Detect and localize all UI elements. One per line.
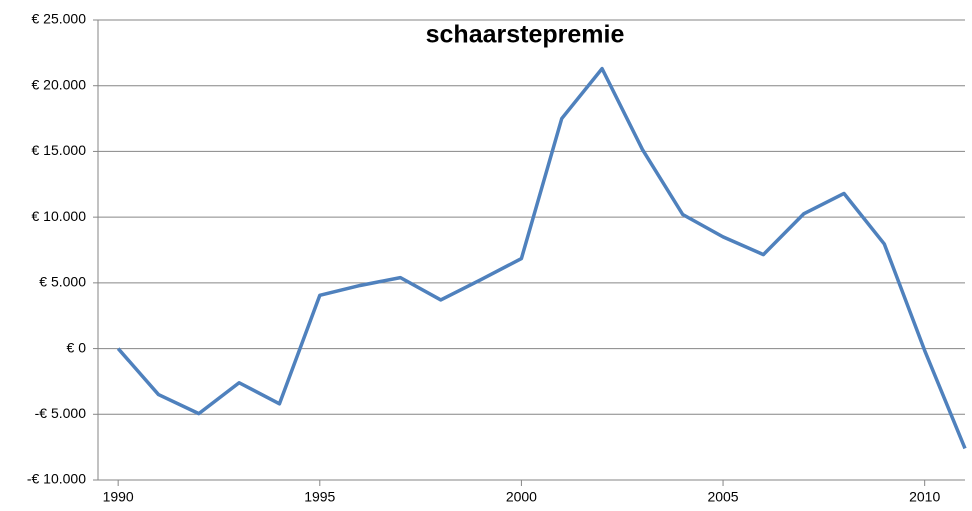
y-tick-label: € 15.000 [32,142,87,158]
chart-title: schaarstepremie [426,21,625,49]
y-tick-label: € 0 [67,339,87,355]
x-tick-label: 1990 [103,489,134,505]
data-line [116,66,967,450]
x-tick-label: 1995 [304,489,335,505]
x-tick-label: 2010 [909,489,940,505]
y-tick-label: -€ 5.000 [35,405,87,421]
y-tick-label: € 5.000 [39,274,86,290]
y-tick-label: € 20.000 [32,76,87,92]
y-tick-label: -€ 10.000 [27,471,86,487]
y-tick-label: € 10.000 [32,208,87,224]
x-tick-label: 2005 [707,489,738,505]
y-tick-label: € 25.000 [32,11,87,27]
x-tick-label: 2000 [506,489,537,505]
